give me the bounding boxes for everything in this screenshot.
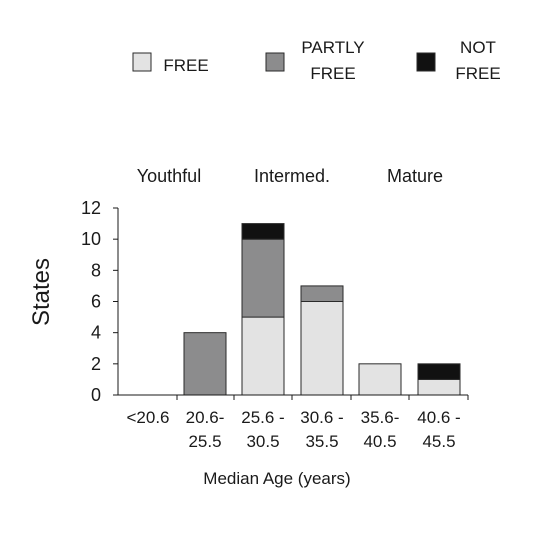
- bar-segment: [417, 363, 461, 380]
- y-tick-label: 2: [91, 354, 101, 374]
- x-tick-label-line: 30.5: [246, 432, 279, 451]
- x-tick-label-line: 35.5: [305, 432, 338, 451]
- bar-segment: [358, 363, 402, 396]
- bar-segment: [417, 378, 461, 396]
- bars: [183, 223, 461, 396]
- x-axis-label: Median Age (years): [203, 469, 350, 488]
- group-label: Mature: [387, 166, 443, 186]
- y-axis-label: States: [28, 258, 55, 326]
- x-tick-label: 35.6- 40.5: [361, 408, 400, 451]
- x-tick-label-line: 40.6 -: [417, 408, 460, 427]
- bar-segment: [241, 223, 285, 240]
- legend-swatch: [265, 52, 285, 72]
- x-tick-label: 20.6- 25.5: [186, 408, 225, 451]
- legend-label-line: FREE: [310, 64, 355, 83]
- x-tick-label-line: 20.6-: [186, 408, 225, 427]
- legend-label-line: FREE: [163, 56, 208, 75]
- x-tick-label-line: 25.6 -: [241, 408, 284, 427]
- bar-segment: [241, 316, 285, 396]
- x-tick-label-line: 30.6 -: [300, 408, 343, 427]
- x-tick-label-line: 40.5: [363, 432, 396, 451]
- group-label: Youthful: [137, 166, 201, 186]
- x-tick-label-line: 25.5: [188, 432, 221, 451]
- legend-label-line: PARTLY: [301, 38, 364, 57]
- x-tick-label: 40.6 - 45.5: [417, 408, 460, 451]
- x-tick-label: 30.6 - 35.5: [300, 408, 343, 451]
- legend-label: NOT FREE: [455, 38, 500, 83]
- legend-label: FREE: [163, 56, 208, 75]
- bar-segment: [183, 332, 227, 396]
- bar-segment: [241, 238, 285, 318]
- y-tick-label: 0: [91, 385, 101, 405]
- bar-segment: [300, 301, 344, 396]
- group-label: Intermed.: [254, 166, 330, 186]
- legend: FREE PARTLY FREE NOT FREE: [132, 38, 501, 83]
- bar-segment: [300, 285, 344, 302]
- y-tick-label: 6: [91, 292, 101, 312]
- x-tick-label-line: <20.6: [126, 408, 169, 427]
- y-tick-label: 12: [81, 198, 101, 218]
- x-tick-label: <20.6: [126, 408, 169, 427]
- x-tick-label-line: 35.6-: [361, 408, 400, 427]
- legend-swatch: [132, 52, 152, 72]
- y-tick-label: 10: [81, 229, 101, 249]
- legend-label-line: FREE: [455, 64, 500, 83]
- legend-swatch: [416, 52, 436, 72]
- y-tick-label: 8: [91, 260, 101, 280]
- group-labels: Youthful Intermed. Mature: [137, 166, 443, 186]
- x-tick-label: 25.6 - 30.5: [241, 408, 284, 451]
- y-tick-label: 4: [91, 323, 101, 343]
- legend-label: PARTLY FREE: [301, 38, 364, 83]
- x-tick-label-line: 45.5: [422, 432, 455, 451]
- legend-label-line: NOT: [460, 38, 496, 57]
